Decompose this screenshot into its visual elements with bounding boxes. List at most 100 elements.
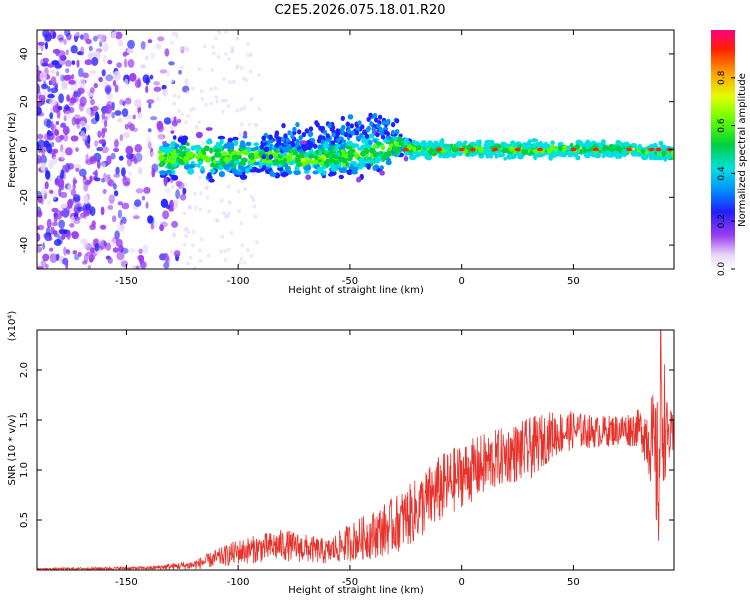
spectrogram-cell xyxy=(226,104,231,109)
spectrogram-cell xyxy=(134,199,142,207)
spectrogram-cell xyxy=(159,224,165,232)
spectrogram-cell xyxy=(567,151,574,158)
spectrogram-cell xyxy=(65,68,70,74)
spectrogram-cell xyxy=(284,162,289,168)
snr-x-ticks: -150 -100 -50 0 50 xyxy=(115,330,580,588)
spectrogram-cell xyxy=(373,152,378,158)
spectrogram-cell xyxy=(158,162,165,168)
spectrogram-cell xyxy=(307,159,314,165)
spectrogram-cell xyxy=(180,193,187,201)
spectrogram-cell xyxy=(98,76,103,83)
spectrogram-cell xyxy=(41,62,49,67)
spectrogram-cell xyxy=(182,242,187,247)
spectrogram-cell xyxy=(538,140,544,147)
spectrogram-cell xyxy=(111,215,117,223)
spectrogram-cell xyxy=(155,43,162,50)
spectrogram-cell xyxy=(149,74,154,80)
spectrogram-cell xyxy=(143,186,151,194)
spectrogram-cell xyxy=(403,155,409,162)
spectrogram-cell xyxy=(162,88,169,97)
spectrogram-cell xyxy=(58,187,62,197)
spectrogram-cell xyxy=(44,30,51,36)
spectrogram-cell xyxy=(217,30,222,35)
spectrogram-cell xyxy=(309,142,314,148)
spectrogram-cell xyxy=(351,170,358,175)
spectrogram-cell xyxy=(383,129,388,135)
spectrogram-cell xyxy=(637,145,643,150)
spectrogram-cell xyxy=(126,157,133,167)
spectrogram-cell xyxy=(147,141,152,150)
spectrogram-cell xyxy=(56,109,61,119)
spectrogram-cell xyxy=(210,162,216,168)
spectrogram-cell xyxy=(116,251,125,261)
y-tick-label: -20 xyxy=(19,189,30,205)
spectrogram-cell xyxy=(358,157,365,163)
spectrogram-cell xyxy=(379,170,385,176)
spectrogram-cell xyxy=(353,165,358,173)
spectrogram-cell xyxy=(369,121,374,127)
spectrogram-cell xyxy=(349,123,354,129)
spectrogram-cell xyxy=(61,233,66,240)
spectrogram-cell xyxy=(73,114,81,123)
spectrogram-cell xyxy=(49,189,54,194)
spectrogram-cell xyxy=(103,119,108,128)
spectrogram-cell xyxy=(150,52,156,60)
spectrogram-cell xyxy=(37,106,42,116)
spectrogram-cell xyxy=(145,201,149,209)
x-tick-label: 50 xyxy=(567,577,580,588)
spectrogram-cell xyxy=(231,48,235,53)
spectrogram-y-label: Frequency (Hz) xyxy=(7,112,18,188)
spectrogram-hotspot xyxy=(514,147,521,152)
spectrogram-cell xyxy=(644,150,649,155)
spectrogram-cell xyxy=(238,162,246,166)
spectrogram-cell xyxy=(229,230,234,235)
spectrogram-cell xyxy=(280,171,289,177)
spectrogram-cell xyxy=(103,240,107,247)
spectrogram-cell xyxy=(244,78,248,83)
y-tick-label: 1.5 xyxy=(19,412,30,428)
spectrogram-cell xyxy=(102,188,107,194)
spectrogram-cell xyxy=(249,159,254,164)
spectrogram-cell xyxy=(103,172,107,183)
spectrogram-cell xyxy=(105,242,112,251)
spectrogram-cell xyxy=(255,168,263,173)
spectrogram-cell xyxy=(191,229,196,234)
spectrogram-cell xyxy=(46,227,51,235)
spectrogram-cell xyxy=(242,135,248,139)
spectrogram-cell xyxy=(91,220,96,227)
spectrogram-cell xyxy=(113,173,121,178)
spectrogram-panel: -150 -100 -50 0 50 -40 -20 0 20 40 Height of str… xyxy=(7,29,675,296)
spectrogram-cell xyxy=(500,141,507,146)
spectrogram-cell xyxy=(298,135,303,141)
spectrogram-cell xyxy=(321,165,327,170)
spectrogram-cell xyxy=(314,120,319,126)
spectrogram-cell xyxy=(170,141,176,147)
spectrogram-hotspot xyxy=(648,147,655,152)
spectrogram-cell xyxy=(126,153,134,160)
colorbar-ticks: 0.0 0.2 0.4 0.6 0.8 xyxy=(717,70,735,276)
spectrogram-cell xyxy=(562,153,567,158)
spectrogram-cell xyxy=(366,116,371,122)
spectrogram-cell xyxy=(232,136,239,141)
spectrogram-hotspot xyxy=(492,147,499,152)
spectrogram-cell xyxy=(44,236,53,241)
spectrogram-cell xyxy=(41,148,46,156)
spectrogram-cell xyxy=(386,118,391,124)
colorbar-gradient xyxy=(711,30,735,269)
spectrogram-cell xyxy=(107,257,113,264)
spectrogram-cell xyxy=(237,209,241,214)
spectrogram-cell xyxy=(390,129,396,135)
spectrogram-cell xyxy=(175,189,181,200)
spectrogram-cell xyxy=(157,132,164,141)
spectrogram-cell xyxy=(322,143,330,149)
spectrogram-cell xyxy=(182,211,187,216)
spectrogram-cell xyxy=(82,32,90,41)
spectrogram-cell xyxy=(51,141,55,148)
spectrogram-cell xyxy=(287,157,293,162)
spectrogram-hotspot xyxy=(570,147,577,152)
spectrogram-cell xyxy=(177,158,184,165)
spectrogram-cell xyxy=(414,152,422,157)
spectrogram-cell xyxy=(57,178,65,188)
spectrogram-cell xyxy=(455,140,463,148)
spectrogram-cell xyxy=(165,204,171,210)
